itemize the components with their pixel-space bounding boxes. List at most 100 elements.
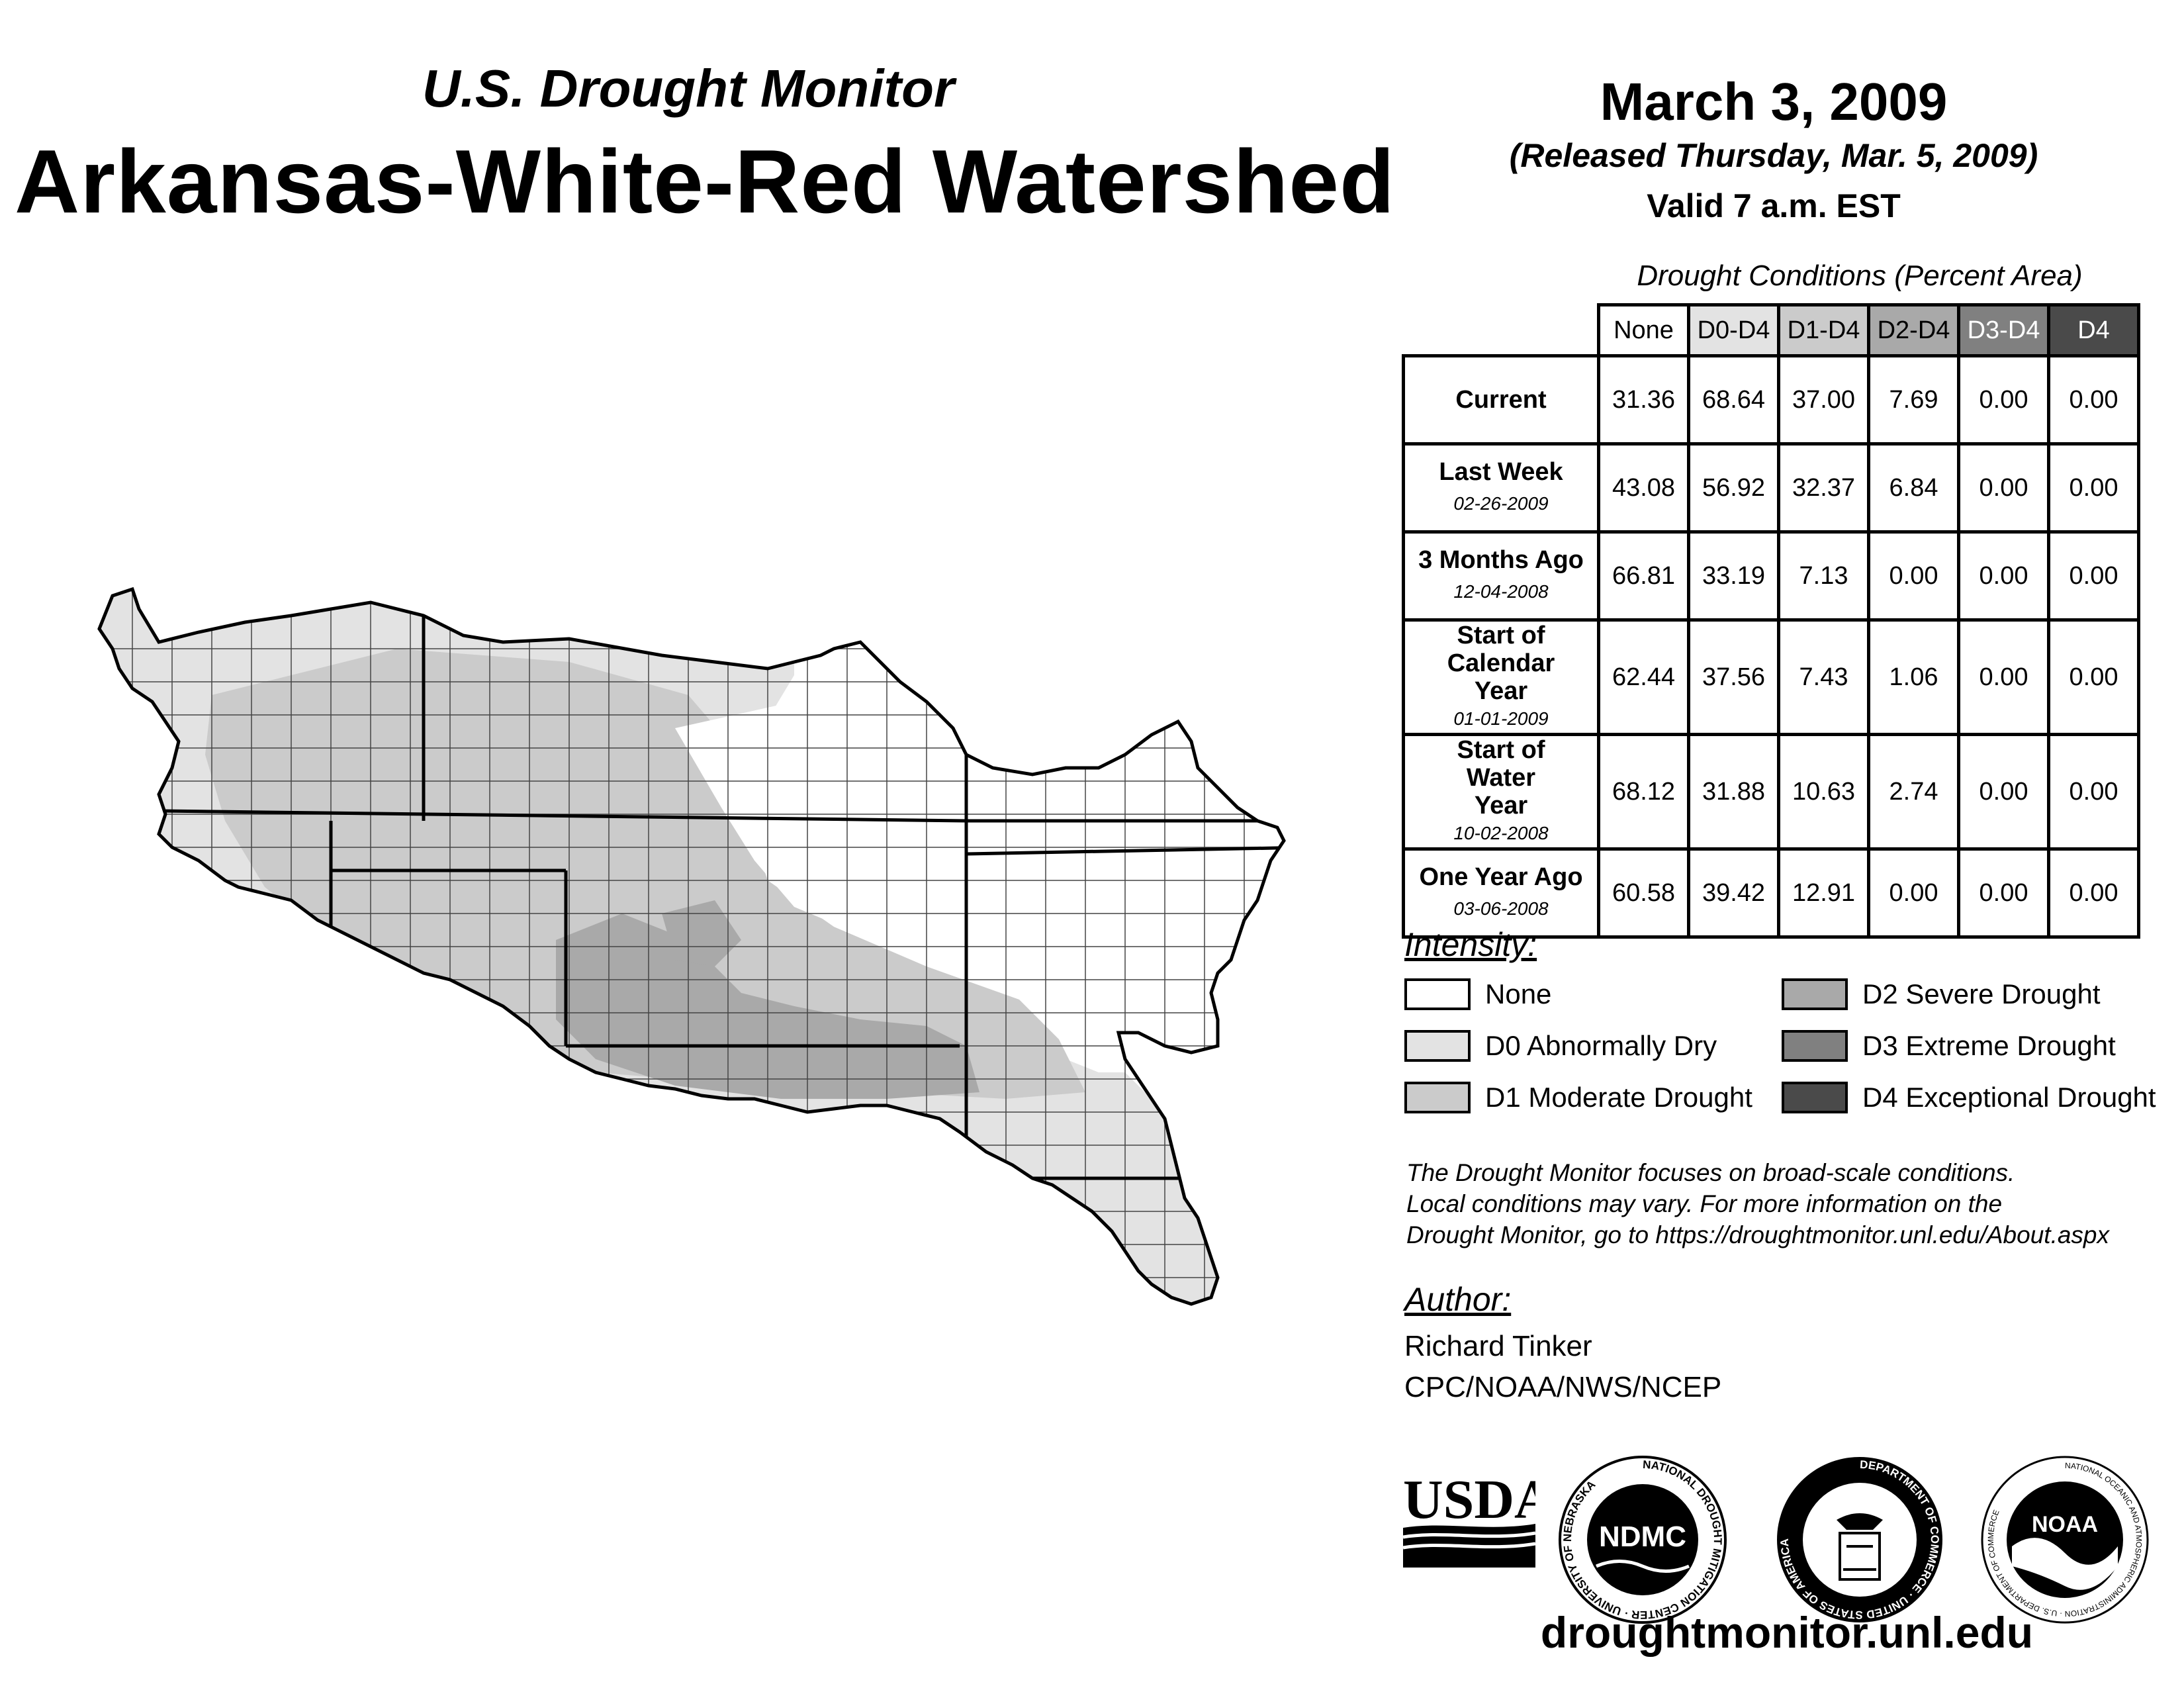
table-cell: 0.00 (1867, 847, 1960, 939)
table-cell: 0.00 (2047, 354, 2140, 445)
table-cell: 0.00 (1957, 733, 2050, 851)
noaa-logo: NATIONAL OCEANIC AND ATMOSPHERIC ADMINIS… (1981, 1456, 2149, 1624)
legend-swatch-d4 (1782, 1082, 1848, 1113)
row-label-text: Last Week (1439, 458, 1563, 486)
ndmc-logo-text: NDMC (1599, 1521, 1686, 1553)
col-header-none: None (1597, 303, 1690, 357)
row-date: 03-06-2008 (1453, 898, 1549, 919)
row-label-text: One Year Ago (1419, 863, 1583, 891)
table-cell: 0.00 (1957, 847, 2050, 939)
legend-swatch-d3 (1782, 1030, 1848, 1062)
table-row-last-week: Last Week 02-26-2009 43.08 56.92 32.37 6.… (1402, 442, 2140, 534)
table-row-start-calendar-year: Start of Calendar Year 01-01-2009 62.44 3… (1402, 618, 2140, 736)
table-cell: 0.00 (2047, 442, 2140, 534)
table-cell: 0.00 (2047, 618, 2140, 736)
table-row-current: Current 31.36 68.64 37.00 7.69 0.00 0.00 (1402, 354, 2140, 445)
table-cell: 0.00 (2047, 847, 2140, 939)
note-line: The Drought Monitor focuses on broad-sca… (1406, 1159, 2015, 1186)
table-cell: 56.92 (1687, 442, 1780, 534)
note-line: Local conditions may vary. For more info… (1406, 1190, 2003, 1217)
table-caption: Drought Conditions (Percent Area) (1637, 259, 2083, 292)
row-date: 01-01-2009 (1453, 708, 1549, 729)
legend-label: D0 Abnormally Dry (1485, 1030, 1717, 1061)
map-date: March 3, 2009 (1600, 72, 1948, 131)
table-cell: 0.00 (1957, 354, 2050, 445)
table-cell: 68.64 (1687, 354, 1780, 445)
row-label: Start of Calendar Year 01-01-2009 (1402, 618, 1600, 736)
legend-label: D1 Moderate Drought (1485, 1082, 1752, 1113)
row-label: 3 Months Ago 12-04-2008 (1402, 530, 1600, 622)
table-cell: 60.58 (1597, 847, 1690, 939)
table-cell: 7.69 (1867, 354, 1960, 445)
info-note: The Drought Monitor focuses on broad-sca… (1406, 1157, 2109, 1250)
table-cell: 0.00 (1957, 530, 2050, 622)
table-row-start-water-year: Start of Water Year 10-02-2008 68.12 31.8… (1402, 733, 2140, 851)
table-cell: 66.81 (1597, 530, 1690, 622)
usda-logo: USDA (1403, 1469, 1535, 1568)
table-cell: 7.43 (1777, 618, 1870, 736)
map-subtitle: U.S. Drought Monitor (422, 59, 955, 118)
map-title: Arkansas-White-Red Watershed (15, 131, 1396, 232)
legend-label: D4 Exceptional Drought (1862, 1082, 2156, 1113)
author-heading: Author: (1404, 1281, 1512, 1318)
header-blank-cell (1403, 305, 1600, 357)
legend-item-d4: D4 Exceptional Drought (1782, 1082, 2156, 1113)
legend-item-d2: D2 Severe Drought (1782, 978, 2101, 1010)
legend-swatch-none (1404, 978, 1471, 1010)
author-org: CPC/NOAA/NWS/NCEP (1404, 1371, 1722, 1403)
legend-swatch-d1 (1404, 1082, 1471, 1113)
legend-swatch-d2 (1782, 978, 1848, 1010)
table-cell: 1.06 (1867, 618, 1960, 736)
table-cell: 0.00 (2047, 530, 2140, 622)
row-label-text: Current (1455, 386, 1547, 414)
table-cell: 31.88 (1687, 733, 1780, 851)
noaa-logo-text: NOAA (2032, 1512, 2098, 1537)
valid-time: Valid 7 a.m. EST (1647, 187, 1901, 224)
row-label: Current (1402, 354, 1600, 445)
legend-label: D3 Extreme Drought (1862, 1030, 2116, 1061)
table-cell: 37.00 (1777, 354, 1870, 445)
table-cell: 39.42 (1687, 847, 1780, 939)
legend-label: None (1485, 978, 1552, 1009)
table-cell: 37.56 (1687, 618, 1780, 736)
table-cell: 12.91 (1777, 847, 1870, 939)
table-cell: 33.19 (1687, 530, 1780, 622)
legend-swatch-d0 (1404, 1030, 1471, 1062)
table-cell: 31.36 (1597, 354, 1690, 445)
table-cell: 0.00 (1957, 442, 2050, 534)
usda-logo-text: USDA (1403, 1469, 1535, 1530)
col-header-d4: D4 (2047, 303, 2140, 357)
note-line: Drought Monitor, go to https://droughtmo… (1406, 1221, 2109, 1248)
row-label: Last Week 02-26-2009 (1402, 442, 1600, 534)
table-cell: 10.63 (1777, 733, 1870, 851)
table-cell: 0.00 (1867, 530, 1960, 622)
drought-conditions-table: None D0-D4 D1-D4 D2-D4 D3-D4 D4 Current … (1402, 303, 2140, 939)
doc-seal: DEPARTMENT OF COMMERCE · UNITED STATES O… (1777, 1457, 1942, 1622)
table-header-row: None D0-D4 D1-D4 D2-D4 D3-D4 D4 (1403, 303, 2140, 357)
website-link[interactable]: droughtmonitor.unl.edu (1540, 1608, 2034, 1657)
table-cell: 68.12 (1597, 733, 1690, 851)
table-cell: 0.00 (2047, 733, 2140, 851)
col-header-d3-d4: D3-D4 (1957, 303, 2050, 357)
table-row-one-year-ago: One Year Ago 03-06-2008 60.58 39.42 12.91… (1402, 847, 2140, 939)
row-label-text: 3 Months Ago (1418, 546, 1584, 574)
legend-item-d1: D1 Moderate Drought (1404, 1082, 1752, 1113)
table-cell: 32.37 (1777, 442, 1870, 534)
row-date: 10-02-2008 (1453, 823, 1549, 843)
col-header-d1-d4: D1-D4 (1777, 303, 1870, 357)
row-label-text: Start of Water Year (1457, 736, 1545, 820)
legend-label: D2 Severe Drought (1862, 978, 2101, 1009)
row-label-text: Start of Calendar Year (1447, 622, 1555, 705)
table-cell: 43.08 (1597, 442, 1690, 534)
intensity-heading: Intensity: (1404, 926, 1537, 963)
watershed-map (93, 569, 1310, 1350)
table-cell: 6.84 (1867, 442, 1960, 534)
row-label: Start of Water Year 10-02-2008 (1402, 733, 1600, 851)
table-cell: 62.44 (1597, 618, 1690, 736)
table-cell: 2.74 (1867, 733, 1960, 851)
col-header-d2-d4: D2-D4 (1867, 303, 1960, 357)
row-label: One Year Ago 03-06-2008 (1402, 847, 1600, 939)
legend-item-d0: D0 Abnormally Dry (1404, 1030, 1717, 1062)
col-header-d0-d4: D0-D4 (1687, 303, 1780, 357)
ndmc-logo: NATIONAL DROUGHT MITIGATION CENTER · UNI… (1559, 1456, 1727, 1624)
